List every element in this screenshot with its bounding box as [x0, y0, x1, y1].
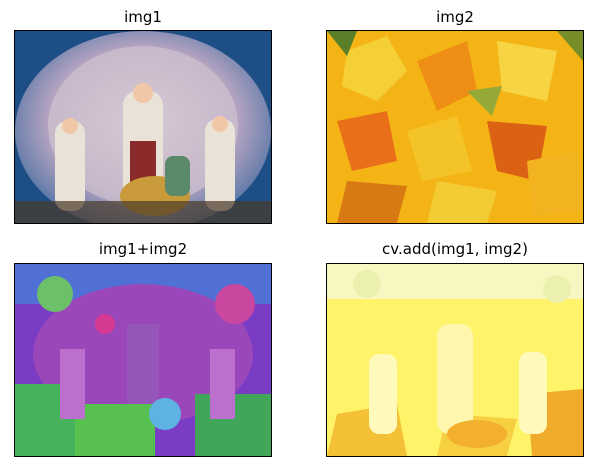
image-panel-cv-add — [326, 263, 584, 457]
panel-title-img2: img2 — [436, 8, 474, 26]
panel-title-img1: img1 — [124, 8, 162, 26]
img2-picture — [327, 31, 583, 223]
wraparound-sum-picture — [15, 264, 271, 456]
img1-picture — [15, 31, 271, 223]
image-panel-img2 — [326, 30, 584, 224]
image-panel-img1 — [14, 30, 272, 224]
saturated-sum-picture — [327, 264, 583, 456]
image-panel-img1-plus-img2 — [14, 263, 272, 457]
panel-title-cv-add: cv.add(img1, img2) — [382, 240, 528, 258]
panel-title-img1-plus-img2: img1+img2 — [98, 240, 188, 258]
